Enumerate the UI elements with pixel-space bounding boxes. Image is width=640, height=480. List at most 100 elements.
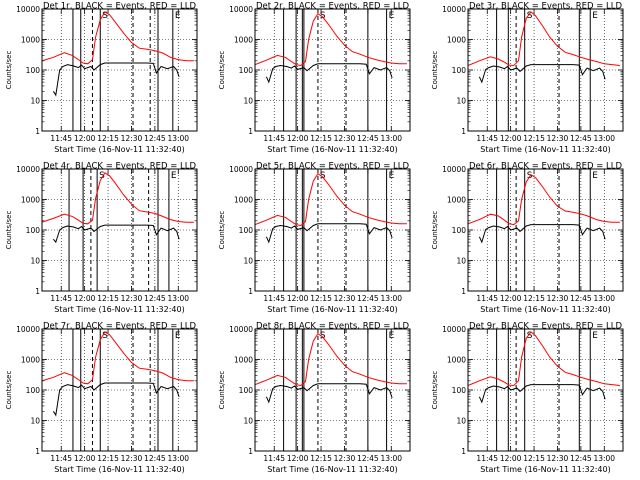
series-line-lld [42, 331, 194, 385]
event-marker-label: S [527, 331, 533, 341]
panel-title: Det 5r, BLACK = Events, RED = LLD [256, 162, 410, 172]
panel-det-4: 1 10 100 1000 10000 11:45 12:00 12:15 12:30 12:45… [5, 162, 198, 314]
y-tick-label: 10 [456, 417, 466, 426]
plot-frame [41, 328, 198, 452]
x-tick-label: 12:45 [144, 134, 166, 143]
series-line-lld [42, 11, 194, 65]
x-tick-label: 12:30 [121, 454, 143, 463]
plot-frame [467, 328, 624, 452]
y-tick-label: 1 [461, 287, 466, 296]
plot-frame [254, 328, 411, 452]
x-tick-label: 13:00 [593, 454, 615, 463]
y-axis-label: Counts/sec [5, 371, 13, 410]
panel-title: Det 3r, BLACK = Events, RED = LLD [469, 2, 623, 12]
x-tick-label: 13:00 [167, 294, 189, 303]
series-line-events [478, 384, 606, 404]
y-tick-label: 10 [243, 97, 253, 106]
x-tick-label: 11:45 [263, 454, 285, 463]
y-tick-label: 1000 [447, 196, 466, 205]
y-tick-label: 1 [35, 447, 40, 456]
x-tick-label: 12:45 [357, 454, 379, 463]
x-tick-label: 11:45 [476, 134, 498, 143]
y-axis-label: Counts/sec [431, 51, 439, 90]
event-marker-label: S [320, 331, 326, 341]
y-axis-label: Counts/sec [431, 371, 439, 410]
y-tick-label: 1000 [21, 36, 40, 45]
event-marker-label: S [527, 11, 533, 21]
x-tick-label: 12:00 [287, 134, 309, 143]
x-axis-label: Start Time (16-Nov-11 11:32:40) [267, 465, 397, 474]
x-tick-label: 12:15 [97, 454, 119, 463]
panel-det-7: 1 10 100 1000 10000 11:45 12:00 12:15 12:30 12:45… [5, 322, 198, 474]
y-tick-label: 10000 [16, 165, 40, 174]
event-marker-label: S [102, 11, 108, 21]
x-tick-label: 12:15 [310, 134, 332, 143]
x-tick-label: 12:15 [523, 454, 545, 463]
x-tick-label: 12:00 [500, 294, 522, 303]
plot-frame [254, 168, 411, 292]
y-tick-label: 100 [239, 226, 254, 235]
x-tick-label: 12:45 [144, 454, 166, 463]
x-tick-label: 11:45 [50, 294, 72, 303]
y-tick-label: 10 [456, 97, 466, 106]
plot-frame [467, 168, 624, 292]
x-tick-label: 13:00 [593, 134, 615, 143]
series-line-lld [468, 11, 620, 67]
series-line-lld [255, 332, 407, 387]
y-tick-label: 10000 [442, 5, 466, 14]
x-tick-label: 12:30 [334, 454, 356, 463]
event-marker-label: E [389, 11, 395, 21]
x-tick-label: 12:45 [144, 294, 166, 303]
y-tick-label: 10000 [442, 165, 466, 174]
y-axis-label: Counts/sec [218, 211, 226, 250]
panel-det-9: 1 10 100 1000 10000 11:45 12:00 12:15 12:30 12:45… [431, 322, 624, 474]
series-line-events [478, 64, 606, 84]
y-tick-label: 1000 [21, 356, 40, 365]
y-tick-label: 10000 [229, 325, 253, 334]
x-tick-label: 12:15 [310, 454, 332, 463]
x-tick-label: 12:45 [357, 134, 379, 143]
panel-title: Det 4r, BLACK = Events, RED = LLD [43, 162, 197, 172]
panel-title: Det 8r, BLACK = Events, RED = LLD [256, 322, 410, 332]
y-tick-label: 10000 [442, 325, 466, 334]
x-tick-label: 12:45 [570, 454, 592, 463]
x-tick-label: 12:45 [570, 134, 592, 143]
x-tick-label: 12:15 [523, 134, 545, 143]
x-tick-label: 12:30 [547, 134, 569, 143]
x-tick-label: 11:45 [50, 454, 72, 463]
y-tick-label: 1 [461, 447, 466, 456]
series-line-events [53, 224, 180, 244]
x-tick-label: 13:00 [380, 134, 402, 143]
x-tick-label: 13:00 [167, 134, 189, 143]
x-tick-label: 12:00 [500, 454, 522, 463]
panel-title: Det 2r, BLACK = Events, RED = LLD [256, 2, 410, 12]
x-tick-label: 12:30 [121, 294, 143, 303]
panel-det-2: 1 10 100 1000 10000 11:45 12:00 12:15 12:30 12:45… [218, 2, 411, 154]
y-tick-label: 10 [243, 257, 253, 266]
series-line-lld [42, 172, 194, 225]
event-marker-label: E [389, 331, 395, 341]
y-tick-label: 1 [248, 287, 253, 296]
panel-title: Det 1r, BLACK = Events, RED = LLD [43, 2, 197, 12]
panel-det-5: 1 10 100 1000 10000 11:45 12:00 12:15 12:30 12:45… [218, 162, 411, 314]
y-tick-label: 100 [26, 386, 41, 395]
event-marker-label: E [389, 171, 395, 181]
event-marker-label: E [592, 11, 598, 21]
x-tick-label: 11:45 [50, 134, 72, 143]
x-tick-label: 12:30 [334, 134, 356, 143]
x-tick-label: 12:15 [523, 294, 545, 303]
y-tick-label: 10 [30, 417, 40, 426]
plot-frame [41, 8, 198, 132]
x-tick-label: 12:00 [287, 294, 309, 303]
y-tick-label: 10000 [16, 5, 40, 14]
x-tick-label: 13:00 [167, 454, 189, 463]
y-tick-label: 100 [452, 226, 467, 235]
panel-det-1: 1 10 100 1000 10000 11:45 12:00 12:15 12:30 12:45… [5, 2, 198, 154]
panel-det-6: 1 10 100 1000 10000 11:45 12:00 12:15 12:30 12:45… [431, 162, 624, 314]
series-line-events [478, 224, 606, 244]
series-line-lld [255, 12, 407, 67]
y-tick-label: 1 [461, 127, 466, 136]
event-marker-label: E [175, 11, 181, 21]
y-tick-label: 10 [30, 257, 40, 266]
